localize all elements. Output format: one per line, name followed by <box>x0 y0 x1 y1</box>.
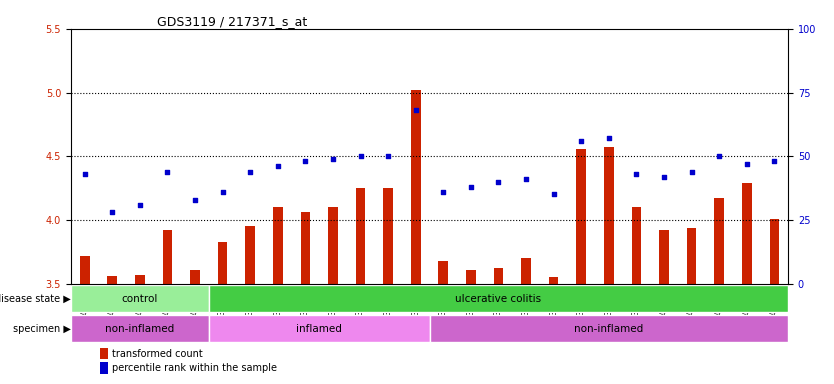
Text: percentile rank within the sample: percentile rank within the sample <box>113 363 278 373</box>
Bar <box>99 362 108 374</box>
Text: ulcerative colitis: ulcerative colitis <box>455 294 541 304</box>
Point <box>575 138 588 144</box>
Point <box>161 169 174 175</box>
Point <box>685 169 698 175</box>
Bar <box>659 230 669 284</box>
Point <box>657 174 671 180</box>
Point <box>767 158 781 164</box>
Bar <box>770 218 779 284</box>
Point <box>78 171 92 177</box>
Bar <box>384 188 393 284</box>
Bar <box>549 277 559 284</box>
Bar <box>71 315 208 343</box>
Bar <box>411 90 420 284</box>
Bar <box>576 149 586 284</box>
Point <box>409 107 422 113</box>
Bar <box>631 207 641 284</box>
Bar <box>715 198 724 284</box>
Text: inflamed: inflamed <box>296 324 342 334</box>
Point <box>106 209 119 215</box>
Bar <box>494 268 503 284</box>
Point <box>740 161 753 167</box>
Point <box>520 176 533 182</box>
Bar <box>190 270 200 284</box>
Bar <box>686 228 696 284</box>
Bar <box>80 256 89 284</box>
Point <box>354 153 367 159</box>
Bar <box>273 207 283 284</box>
Point <box>547 191 560 197</box>
Bar <box>71 285 208 312</box>
Bar <box>108 276 117 284</box>
Text: transformed count: transformed count <box>113 349 203 359</box>
Bar <box>328 207 338 284</box>
Text: specimen ▶: specimen ▶ <box>13 324 71 334</box>
Text: disease state ▶: disease state ▶ <box>0 294 71 304</box>
Bar <box>742 183 751 284</box>
Point <box>188 197 202 203</box>
Point <box>465 184 478 190</box>
Bar <box>521 258 531 284</box>
Bar <box>356 188 365 284</box>
Bar <box>245 226 255 284</box>
Point <box>326 156 339 162</box>
Bar <box>466 270 475 284</box>
Point <box>216 189 229 195</box>
Bar <box>208 315 430 343</box>
Point <box>437 189 450 195</box>
Bar <box>430 315 788 343</box>
Point <box>381 153 394 159</box>
Bar <box>439 261 448 284</box>
Bar <box>604 147 614 284</box>
Point <box>244 169 257 175</box>
Bar <box>208 285 788 312</box>
Bar <box>218 242 228 284</box>
Bar <box>163 230 173 284</box>
Point <box>133 202 147 208</box>
Text: non-inflamed: non-inflamed <box>574 324 644 334</box>
Point <box>492 179 505 185</box>
Text: GDS3119 / 217371_s_at: GDS3119 / 217371_s_at <box>157 15 307 28</box>
Point <box>271 163 284 169</box>
Point <box>630 171 643 177</box>
Point <box>712 153 726 159</box>
Point <box>299 158 312 164</box>
Bar <box>99 348 108 359</box>
Text: non-inflamed: non-inflamed <box>105 324 174 334</box>
Bar <box>135 275 144 284</box>
Point <box>602 135 615 141</box>
Text: control: control <box>122 294 158 304</box>
Bar <box>300 212 310 284</box>
